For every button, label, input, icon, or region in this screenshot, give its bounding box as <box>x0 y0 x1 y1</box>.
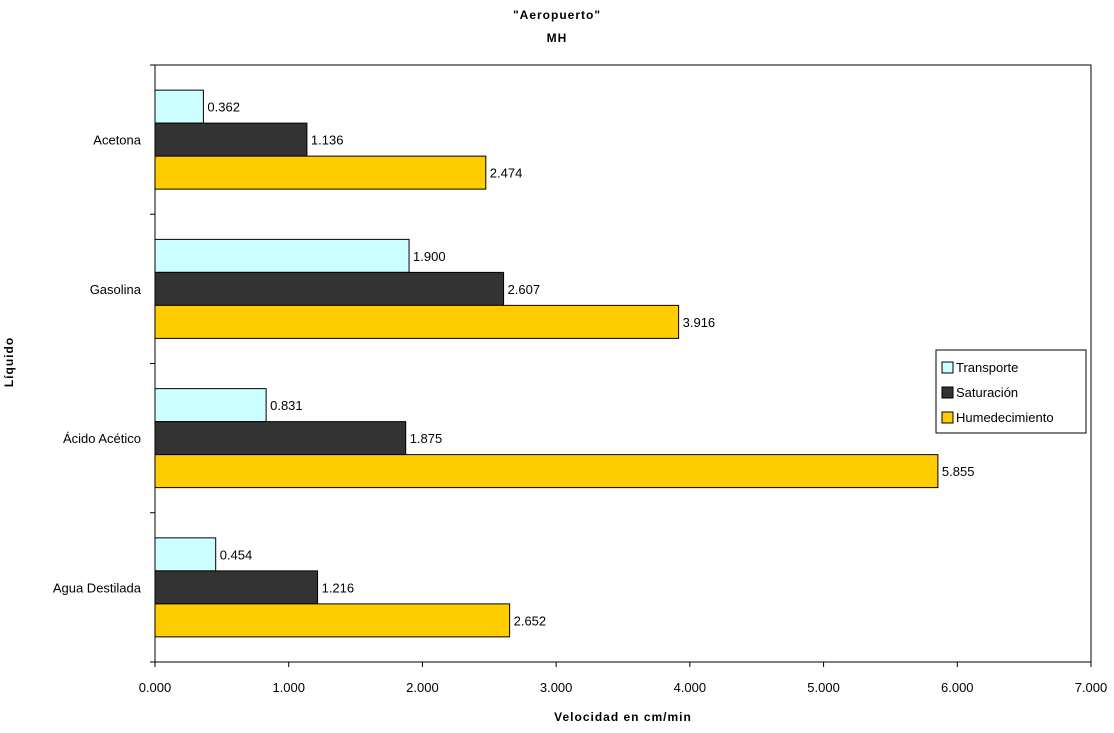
category-label: Ácido Acético <box>63 431 141 446</box>
y-axis-title: Líquido <box>2 337 16 387</box>
bar-saturacion-1 <box>154 122 308 157</box>
x-axis: 0.000 1.000 2.000 3.000 4.000 5.000 6.000 7.000 <box>139 662 1108 695</box>
bar-humedecimiento-1 <box>154 155 487 190</box>
legend: Transporte Saturación Humedecimiento <box>935 349 1087 434</box>
data-label: 5.855 <box>942 464 975 479</box>
legend-swatch <box>941 361 954 374</box>
data-label: 0.362 <box>207 100 240 115</box>
data-label: 2.652 <box>514 613 547 628</box>
chart-subtitle: MH <box>547 31 568 45</box>
data-labels-group: 0.362 1.136 2.474 1.900 2.607 3.916 0.831 1.875… <box>207 100 974 629</box>
legend-box <box>935 349 1087 434</box>
bar-transporte-3 <box>154 388 267 423</box>
category-label: Agua Destilada <box>53 580 142 595</box>
x-tick-label: 4.000 <box>674 680 707 695</box>
data-label: 3.916 <box>683 315 716 330</box>
bar-saturacion-4 <box>154 570 319 605</box>
bar-humedecimiento-2 <box>154 304 680 339</box>
bar-humedecimiento-4 <box>154 603 511 638</box>
data-label: 2.474 <box>490 166 523 181</box>
legend-swatch <box>941 411 954 424</box>
bar-transporte-2 <box>154 238 410 273</box>
chart-title: "Aeropuerto" <box>513 8 601 22</box>
legend-swatch <box>941 386 954 399</box>
x-tick-label: 7.000 <box>1075 680 1108 695</box>
data-label: 1.875 <box>410 431 443 446</box>
data-label: 1.216 <box>322 580 355 595</box>
legend-label: Humedecimiento <box>956 410 1054 425</box>
data-label: 2.607 <box>508 282 541 297</box>
x-tick-label: 6.000 <box>941 680 974 695</box>
x-tick-label: 0.000 <box>139 680 172 695</box>
legend-label: Saturación <box>956 385 1018 400</box>
data-label: 1.136 <box>311 133 344 148</box>
bar-transporte-4 <box>154 537 217 572</box>
bar-transporte-1 <box>154 89 204 124</box>
data-label: 1.900 <box>413 249 446 264</box>
category-label: Acetona <box>93 133 141 148</box>
bar-saturacion-2 <box>154 271 505 306</box>
category-label: Gasolina <box>90 282 142 297</box>
x-tick-label: 1.000 <box>272 680 305 695</box>
bar-humedecimiento-3 <box>154 454 939 489</box>
x-axis-title: Velocidad en cm/min <box>554 710 692 724</box>
legend-label: Transporte <box>956 360 1018 375</box>
data-label: 0.831 <box>270 398 303 413</box>
bars-group <box>154 89 939 638</box>
x-tick-label: 3.000 <box>540 680 573 695</box>
bar-saturacion-3 <box>154 421 407 456</box>
x-tick-label: 2.000 <box>406 680 439 695</box>
x-tick-label: 5.000 <box>807 680 840 695</box>
y-axis: Acetona Gasolina Ácido Acético Agua Destila… <box>53 64 155 663</box>
data-label: 0.454 <box>220 547 253 562</box>
